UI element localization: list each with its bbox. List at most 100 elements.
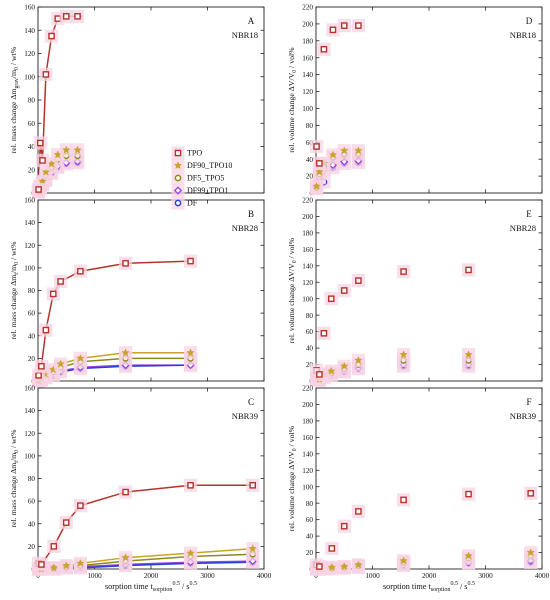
y-tick-label: 100 — [302, 295, 313, 303]
y-tick-label: 120 — [24, 242, 35, 250]
x-axis-label: sorption time tsorption0.5 / s0.5 — [383, 581, 475, 593]
y-tick-label: 220 — [302, 197, 313, 205]
y-tick-label: 80 — [306, 500, 314, 508]
y-axis-label-rest: /m — [9, 265, 18, 273]
y-tick-label: 200 — [302, 213, 313, 221]
point-TPO — [401, 269, 406, 274]
y-tick-label: 60 — [28, 310, 36, 318]
y-tick-label: 140 — [302, 450, 313, 458]
x-tick-label: 1000 — [365, 572, 380, 580]
y-axis-label-unit: / wt% — [9, 429, 18, 450]
point-TPO — [43, 72, 48, 77]
plot-frame — [38, 388, 264, 569]
y-axis-label-main: rel. volume change ΔV/V — [287, 72, 296, 152]
y-tick-label: 40 — [28, 520, 36, 528]
y-tick-label: 100 — [24, 73, 35, 81]
point-TPO — [64, 14, 69, 19]
y-axis-label: rel. mass change Δmt/m0 / wt% — [9, 429, 20, 527]
x-axis-label-sup: 0.5 — [450, 581, 458, 587]
legend-label-DF5_TPO5: DF5_TPO5 — [187, 174, 224, 183]
point-TPO — [321, 331, 326, 336]
legend-marker-DF — [175, 200, 180, 205]
panel-letter: F — [526, 397, 531, 407]
y-tick-label: 20 — [28, 166, 36, 174]
panel-letter: E — [526, 209, 532, 219]
y-tick-label: 180 — [302, 37, 313, 45]
point-TPO — [321, 47, 326, 52]
y-tick-label: 100 — [24, 264, 35, 272]
x-axis-label-unit: / s — [458, 582, 468, 591]
point-TPO — [329, 546, 334, 551]
y-tick-label: 160 — [302, 434, 313, 442]
point-TPO — [317, 564, 322, 569]
panel-letter: D — [526, 16, 533, 26]
y-tick-label: 140 — [302, 71, 313, 79]
y-tick-label: 80 — [28, 475, 36, 483]
y-tick-label: 20 — [306, 173, 314, 181]
point-TPO — [528, 491, 533, 496]
y-axis-label-unit: / vol% — [287, 425, 296, 448]
y-tick-label: 200 — [302, 21, 313, 29]
plot-frame — [38, 200, 264, 381]
y-axis-label: rel. volume change ΔV/V0 / vol% — [287, 47, 298, 153]
point-TPO — [188, 483, 193, 488]
y-tick-label: 160 — [24, 385, 35, 393]
y-tick-label: 20 — [28, 355, 36, 363]
y-axis-label-main: rel. mass change Δm — [9, 89, 18, 154]
y-axis-label: rel. volume change ΔV/V0 / vol% — [287, 237, 298, 343]
y-axis-label-rest: /m — [9, 70, 18, 78]
point-TPO — [38, 140, 43, 145]
point-TPO — [49, 33, 54, 38]
y-tick-label: 220 — [302, 385, 313, 393]
point-TPO — [39, 562, 44, 567]
y-axis-label: rel. mass change Δmgrav/m0 / wt% — [9, 46, 20, 153]
point-TPO — [329, 296, 334, 301]
y-axis-label-main: rel. volume change ΔV/V — [287, 451, 296, 531]
y-tick-label: 120 — [302, 467, 313, 475]
y-axis-label-unit: / vol% — [287, 237, 296, 260]
y-axis-label-unit: / wt% — [9, 241, 18, 262]
point-TPO — [123, 261, 128, 266]
point-TPO — [43, 327, 48, 332]
y-tick-label: 60 — [28, 498, 36, 506]
point-TPO — [78, 269, 83, 274]
point-TPO — [55, 16, 60, 21]
x-axis-label-main: sorption time t — [105, 582, 153, 591]
panel-C: 02040608010012014016001000200030004000CN… — [9, 385, 272, 580]
panel-material: NBR18 — [510, 30, 536, 40]
legend-label-TPO: TPO — [187, 149, 202, 158]
y-tick-label: 140 — [24, 27, 35, 35]
y-tick-label: 100 — [302, 483, 313, 491]
y-tick-label: 220 — [302, 4, 313, 12]
y-tick-label: 180 — [302, 418, 313, 426]
y-axis-label: rel. volume change ΔV/V0 / vol% — [287, 425, 298, 531]
y-tick-label: 120 — [24, 50, 35, 58]
point-TPO — [342, 23, 347, 28]
point-TPO — [466, 492, 471, 497]
y-tick-label: 160 — [24, 197, 35, 205]
y-tick-label: 60 — [28, 120, 36, 128]
point-TPO — [356, 23, 361, 28]
point-TPO — [51, 544, 56, 549]
x-tick-label: 3000 — [200, 572, 215, 580]
y-axis-label: rel. mass change Δmt/m0 / wt% — [9, 241, 20, 339]
y-tick-label: 20 — [306, 549, 314, 557]
y-tick-label: 80 — [306, 312, 314, 320]
point-TPO — [188, 258, 193, 263]
point-TPO — [250, 483, 255, 488]
y-tick-label: 40 — [28, 332, 36, 340]
point-TPO — [317, 372, 322, 377]
y-tick-label: 140 — [24, 407, 35, 415]
point-TPO — [356, 509, 361, 514]
point-TPO — [64, 520, 69, 525]
point-TPO — [36, 373, 41, 378]
y-tick-label: 20 — [28, 543, 36, 551]
point-TPO — [401, 497, 406, 502]
point-TPO — [36, 187, 41, 192]
y-axis-label-main: rel. mass change Δm — [9, 275, 18, 340]
point-TPO — [51, 291, 56, 296]
y-tick-label: 160 — [302, 54, 313, 62]
point-TPO — [317, 161, 322, 166]
y-axis-label-rest: /m — [9, 453, 18, 461]
x-axis-label-main: sorption time t — [383, 582, 431, 591]
